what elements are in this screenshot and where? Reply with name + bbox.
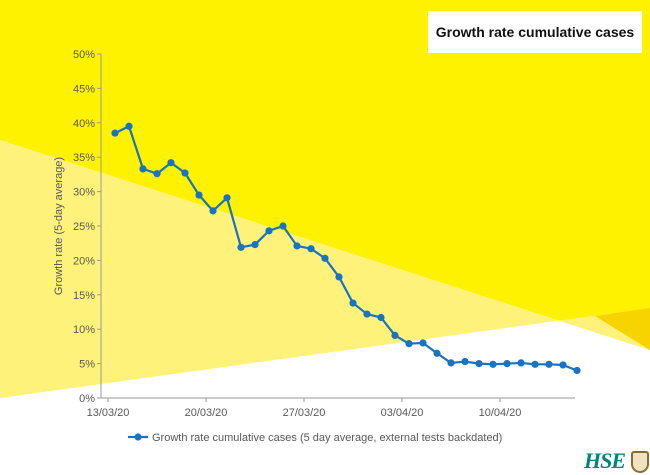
data-point (307, 245, 315, 253)
data-point (517, 359, 525, 367)
data-point (377, 313, 385, 322)
x-tick-label: 10/04/20 (479, 407, 522, 419)
x-tick-label: 13/03/20 (87, 407, 130, 419)
y-tick-label: 45% (73, 83, 95, 95)
data-point (181, 169, 189, 177)
y-tick-label: 35% (73, 152, 95, 164)
data-point (209, 207, 217, 215)
background-light-yellow (0, 140, 650, 398)
data-point (391, 331, 399, 339)
y-tick-label: 5% (79, 359, 95, 371)
background-yellow-wedge (595, 308, 650, 350)
data-point (545, 360, 553, 368)
y-axis-title: Growth rate (5-day average) (53, 157, 65, 295)
y-tick-label: 0% (79, 393, 95, 405)
crest-icon (631, 451, 650, 473)
y-tick-label: 10% (73, 324, 95, 336)
data-point (321, 254, 329, 262)
data-point (447, 359, 455, 367)
data-point (153, 170, 161, 178)
chart-title: Growth rate cumulative cases (428, 11, 642, 53)
data-point (223, 194, 231, 202)
data-point (475, 360, 483, 368)
data-point (489, 360, 497, 368)
hse-logo-text: HSE (584, 448, 626, 473)
data-point (405, 340, 413, 348)
data-point (573, 366, 581, 375)
y-tick-label: 20% (73, 255, 95, 267)
data-point (251, 240, 259, 249)
data-point (363, 310, 371, 318)
data-point (433, 349, 441, 357)
background-yellow (0, 0, 650, 350)
data-point (335, 273, 343, 281)
y-tick-label: 30% (73, 187, 95, 199)
legend-label: Growth rate cumulative cases (5 day aver… (152, 432, 502, 444)
data-point (139, 165, 147, 173)
data-point (237, 243, 245, 251)
y-tick-label: 50% (73, 49, 95, 61)
data-point (125, 122, 133, 130)
data-point (167, 159, 175, 167)
data-point (531, 360, 539, 368)
y-tick-label: 40% (73, 118, 95, 130)
data-point (111, 129, 119, 137)
x-tick-label: 27/03/20 (283, 407, 326, 419)
data-point (265, 227, 273, 235)
data-point (461, 357, 469, 366)
hse-logo: HSE (584, 445, 650, 473)
data-point (279, 222, 287, 230)
legend-marker (134, 433, 142, 441)
data-point (349, 299, 357, 307)
x-tick-label: 03/04/20 (381, 407, 424, 419)
series-line (114, 125, 578, 372)
data-point (419, 339, 427, 347)
x-tick-label: 20/03/20 (185, 407, 228, 419)
y-tick-label: 25% (73, 221, 95, 233)
data-point (559, 361, 567, 369)
data-point (293, 242, 301, 250)
data-point (195, 191, 203, 199)
y-tick-label: 15% (73, 290, 95, 302)
data-point (503, 360, 511, 368)
